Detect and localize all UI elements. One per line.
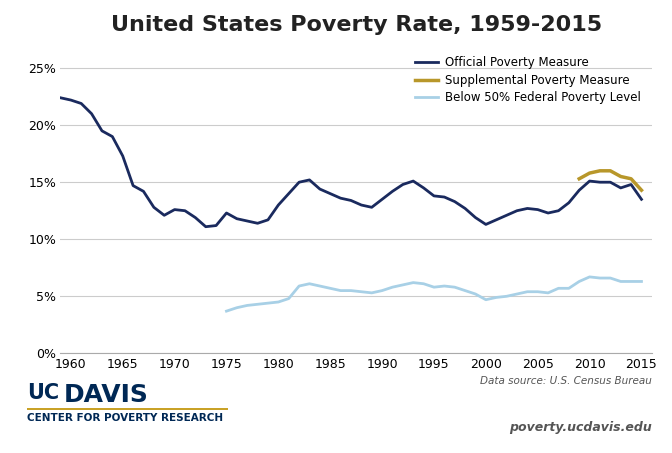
Text: UC: UC [27, 383, 59, 403]
Text: Data source: U.S. Census Bureau: Data source: U.S. Census Bureau [480, 376, 652, 386]
Text: poverty.ucdavis.edu: poverty.ucdavis.edu [509, 421, 652, 434]
Text: CENTER FOR POVERTY RESEARCH: CENTER FOR POVERTY RESEARCH [27, 413, 223, 423]
Legend: Official Poverty Measure, Supplemental Poverty Measure, Below 50% Federal Povert: Official Poverty Measure, Supplemental P… [410, 51, 646, 109]
Title: United States Poverty Rate, 1959-2015: United States Poverty Rate, 1959-2015 [111, 15, 601, 35]
Text: DAVIS: DAVIS [64, 383, 149, 407]
